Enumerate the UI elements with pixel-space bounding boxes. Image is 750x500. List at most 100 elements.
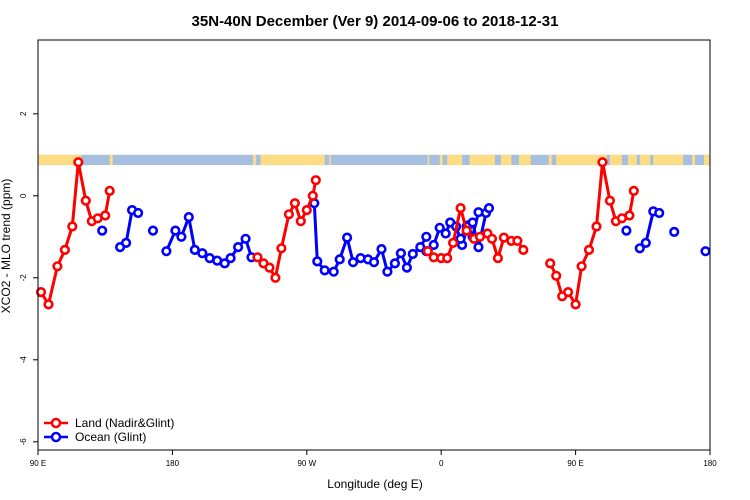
y-axis: -6 -4 -2 0 2 bbox=[19, 111, 38, 445]
land-band-segment bbox=[439, 154, 443, 166]
land-data-point bbox=[562, 287, 574, 298]
x-tick-label: 180 bbox=[703, 459, 717, 468]
ocean-data-point bbox=[97, 225, 108, 236]
ocean-data-point bbox=[233, 242, 244, 253]
land-band-segment bbox=[627, 154, 637, 166]
chart-title: 35N-40N December (Ver 9) 2014-09-06 to 2… bbox=[192, 13, 559, 30]
land-band-segment bbox=[548, 154, 552, 166]
land-data-point bbox=[100, 210, 111, 221]
x-tick-label: 180 bbox=[166, 459, 180, 468]
land-band-segment bbox=[518, 154, 531, 166]
land-data-point bbox=[289, 198, 301, 209]
land-band-segment bbox=[109, 154, 113, 166]
land-data-point bbox=[295, 216, 306, 227]
land-data-point bbox=[307, 190, 318, 201]
land-data-point bbox=[448, 237, 459, 248]
y-tick-label: 0 bbox=[19, 193, 28, 198]
land-data-point bbox=[276, 243, 287, 254]
land-data-point bbox=[624, 210, 635, 221]
land-band-segment bbox=[469, 154, 495, 166]
ocean-data-point bbox=[640, 237, 651, 248]
ocean-data-point bbox=[455, 233, 466, 244]
ocean-data-point bbox=[170, 225, 181, 236]
y-tick-label: 2 bbox=[19, 111, 28, 116]
y-tick-label: -2 bbox=[19, 274, 28, 282]
ocean-data-point bbox=[147, 225, 159, 236]
ocean-data-point bbox=[654, 207, 665, 219]
ocean-data-point bbox=[483, 203, 495, 214]
ocean-data-point bbox=[467, 217, 478, 228]
x-axis-label: Longitude (deg E) bbox=[327, 477, 422, 491]
land-data-point bbox=[80, 195, 91, 206]
ocean-data-point bbox=[342, 232, 353, 243]
land-band-segment bbox=[692, 154, 696, 166]
land-data-point bbox=[67, 221, 78, 232]
land-data-point bbox=[73, 157, 84, 168]
land-band-segment bbox=[260, 154, 325, 166]
ocean-data-point bbox=[376, 244, 387, 255]
ocean-data-point bbox=[319, 265, 330, 276]
land-band-segment bbox=[639, 154, 651, 166]
land-data-point bbox=[518, 244, 529, 255]
land-data-point bbox=[270, 272, 281, 283]
ocean-data-point bbox=[382, 266, 393, 277]
land-data-point bbox=[442, 253, 453, 264]
ocean-data-point bbox=[197, 248, 208, 259]
y-axis-label: XCO2 - MLO trend (ppm) bbox=[0, 179, 13, 314]
land-data-point bbox=[59, 244, 71, 255]
land-data-point bbox=[570, 299, 581, 310]
land-data-point bbox=[583, 244, 595, 255]
ocean-data-point bbox=[395, 248, 407, 259]
ocean-data-point bbox=[407, 248, 418, 260]
land-band-segment bbox=[704, 154, 710, 166]
land-data-point bbox=[597, 157, 608, 168]
ocean-data-point bbox=[634, 243, 645, 254]
land-data-point bbox=[283, 209, 295, 220]
x-axis: 90 E 180 90 W 0 90 E 180 bbox=[30, 450, 717, 468]
land-data-point bbox=[461, 225, 472, 236]
ocean-data-point bbox=[389, 258, 401, 269]
legend-ocean-marker bbox=[50, 431, 62, 443]
land-data-point bbox=[264, 262, 275, 273]
ocean-data-point bbox=[368, 257, 380, 268]
land-data-point bbox=[52, 261, 63, 272]
land-data-point bbox=[104, 185, 115, 196]
land-series-line bbox=[548, 160, 636, 306]
x-tick-label: 90 E bbox=[30, 459, 46, 468]
land-data-point bbox=[576, 261, 587, 272]
x-tick-label: 0 bbox=[439, 459, 444, 468]
ocean-data-point bbox=[120, 237, 132, 248]
land-data-point bbox=[604, 195, 616, 206]
ocean-data-point bbox=[312, 256, 323, 267]
ocean-band bbox=[38, 154, 710, 166]
y-tick-label: -6 bbox=[19, 438, 28, 446]
land-data-point bbox=[252, 252, 263, 263]
legend-land-label: Land (Nadir&Glint) bbox=[75, 416, 174, 430]
land-band-segment bbox=[609, 154, 622, 166]
ocean-data-point bbox=[328, 266, 339, 277]
ocean-data-point bbox=[401, 262, 413, 273]
land-band-segment bbox=[253, 154, 257, 166]
ocean-data-point bbox=[183, 212, 194, 223]
land-band-segment bbox=[500, 154, 512, 166]
land-band-segment bbox=[556, 154, 607, 166]
ocean-data-point bbox=[219, 258, 230, 269]
land-data-point bbox=[551, 270, 562, 281]
surface-band bbox=[38, 154, 710, 166]
land-band-segment bbox=[653, 154, 684, 166]
land-data-point bbox=[492, 253, 504, 264]
ocean-series bbox=[97, 198, 711, 277]
ocean-data-point bbox=[348, 257, 359, 268]
legend-ocean-label: Ocean (Glint) bbox=[75, 430, 146, 444]
land-data-point bbox=[486, 233, 498, 244]
land-data-point bbox=[512, 235, 523, 246]
ocean-data-point bbox=[334, 254, 345, 265]
y-tick-label: -4 bbox=[19, 356, 28, 364]
ocean-data-point bbox=[225, 253, 236, 264]
x-tick-label: 90 W bbox=[297, 459, 316, 468]
land-data-point bbox=[628, 185, 639, 196]
land-data-point bbox=[310, 175, 321, 186]
legend: Land (Nadir&Glint) Ocean (Glint) bbox=[44, 416, 174, 444]
land-band-segment bbox=[329, 154, 331, 166]
